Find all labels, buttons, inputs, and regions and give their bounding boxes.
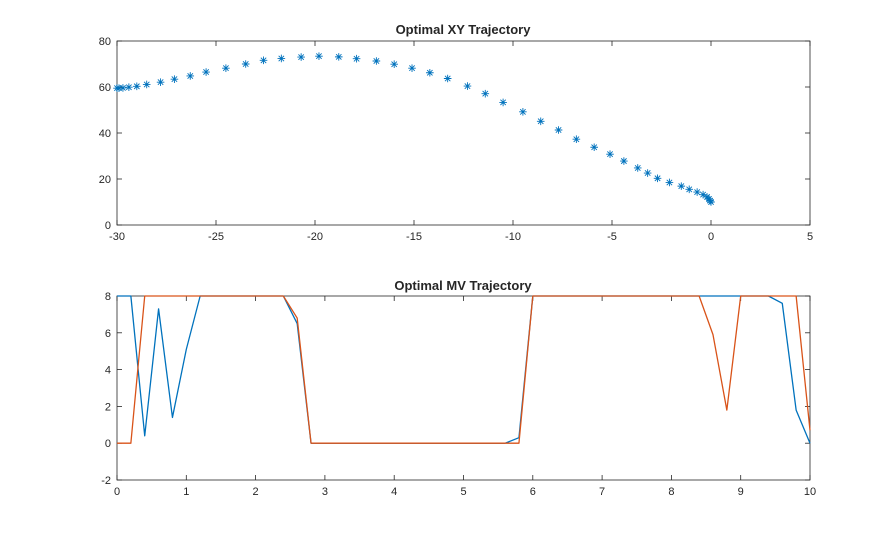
x-tick-label: 7 bbox=[599, 486, 605, 498]
trajectory-point bbox=[499, 98, 507, 107]
x-tick-label: 6 bbox=[530, 486, 536, 498]
trajectory-point bbox=[408, 64, 416, 72]
y-tick-label: 60 bbox=[99, 82, 111, 94]
trajectory-point bbox=[703, 193, 711, 201]
y-tick-label: 20 bbox=[99, 174, 111, 186]
trajectory-point bbox=[693, 188, 701, 196]
trajectory-point bbox=[643, 169, 652, 177]
trajectory-point bbox=[572, 135, 581, 144]
trajectory-point bbox=[665, 178, 674, 187]
x-tick-label: -10 bbox=[505, 231, 521, 243]
trajectory-point bbox=[113, 84, 121, 92]
trajectory-point bbox=[519, 108, 527, 116]
mv-trajectory-axes: Optimal MV Trajectory 0 1 2 3 4 5 6 7 8 9 10 -2024… bbox=[101, 278, 816, 498]
trajectory-point bbox=[241, 60, 250, 68]
y-tick-label: 4 bbox=[105, 365, 111, 377]
x-tick-label: 9 bbox=[738, 486, 744, 498]
x-tick-label: 5 bbox=[460, 486, 466, 498]
trajectory-point bbox=[372, 57, 381, 65]
trajectory-point bbox=[443, 74, 452, 83]
trajectory-point bbox=[699, 190, 707, 199]
trajectory-point bbox=[297, 53, 305, 61]
xy-trajectory-axes: Optimal XY Trajectory -30 -25 -20 -15 -10 -5 0… bbox=[99, 22, 813, 243]
y-tick-label: 6 bbox=[105, 328, 111, 340]
trajectory-point bbox=[633, 164, 642, 172]
trajectory-point bbox=[390, 60, 398, 69]
y-tick-label: -2 bbox=[101, 475, 111, 487]
xy-y-tick-labels: 0 20 40 60 80 bbox=[99, 36, 810, 232]
x-tick-label: -15 bbox=[406, 231, 422, 243]
trajectory-point bbox=[352, 54, 361, 63]
x-tick-label: 8 bbox=[668, 486, 674, 498]
trajectory-point bbox=[463, 82, 472, 90]
trajectory-point bbox=[554, 126, 563, 134]
mv-x-tick-labels: 0 1 2 3 4 5 6 7 8 9 10 bbox=[114, 296, 816, 498]
trajectory-point bbox=[677, 182, 686, 190]
trajectory-point bbox=[685, 185, 694, 194]
y-tick-label: 2 bbox=[105, 401, 111, 413]
trajectory-point bbox=[186, 72, 195, 80]
trajectory-point bbox=[202, 68, 210, 76]
y-tick-label: 0 bbox=[105, 220, 111, 232]
trajectory-point bbox=[222, 64, 230, 72]
x-tick-label: 4 bbox=[391, 486, 397, 498]
trajectory-point bbox=[142, 80, 151, 89]
trajectory-point bbox=[259, 56, 268, 65]
trajectory-point bbox=[653, 174, 662, 183]
mv-trajectory-lines bbox=[117, 295, 811, 444]
trajectory-point bbox=[536, 117, 545, 126]
x-tick-label: -25 bbox=[208, 231, 224, 243]
x-tick-label: -30 bbox=[109, 231, 125, 243]
trajectory-point bbox=[620, 157, 628, 165]
trajectory-point bbox=[170, 75, 179, 83]
trajectory-point bbox=[606, 150, 614, 158]
trajectory-point bbox=[590, 143, 598, 152]
x-tick-label: -5 bbox=[607, 231, 617, 243]
mv-series-line-2 bbox=[117, 295, 811, 444]
mv-plot-area bbox=[116, 295, 811, 481]
y-tick-label: 80 bbox=[99, 36, 111, 48]
trajectory-point bbox=[426, 68, 434, 77]
xy-trajectory-title: Optimal XY Trajectory bbox=[396, 22, 532, 37]
x-tick-label: -20 bbox=[307, 231, 323, 243]
x-tick-label: 3 bbox=[322, 486, 328, 498]
x-tick-label: 0 bbox=[114, 486, 120, 498]
trajectory-point bbox=[119, 84, 127, 92]
y-tick-label: 0 bbox=[105, 438, 111, 450]
x-tick-label: 1 bbox=[183, 486, 189, 498]
xy-trajectory-markers bbox=[113, 52, 715, 206]
mv-trajectory-title: Optimal MV Trajectory bbox=[394, 278, 532, 293]
x-tick-label: 10 bbox=[804, 486, 816, 498]
trajectory-point bbox=[334, 53, 343, 61]
trajectory-point bbox=[133, 82, 141, 91]
y-tick-label: 8 bbox=[105, 291, 111, 303]
trajectory-point bbox=[481, 89, 490, 98]
x-tick-label: 2 bbox=[253, 486, 259, 498]
trajectory-point bbox=[315, 52, 323, 60]
xy-x-tick-labels: -30 -25 -20 -15 -10 -5 0 5 bbox=[109, 41, 813, 243]
y-tick-label: 40 bbox=[99, 128, 111, 140]
x-tick-label: 0 bbox=[708, 231, 714, 243]
x-tick-label: 5 bbox=[807, 231, 813, 243]
trajectory-point bbox=[277, 54, 286, 63]
trajectory-point bbox=[156, 78, 165, 86]
trajectory-point bbox=[125, 83, 133, 92]
